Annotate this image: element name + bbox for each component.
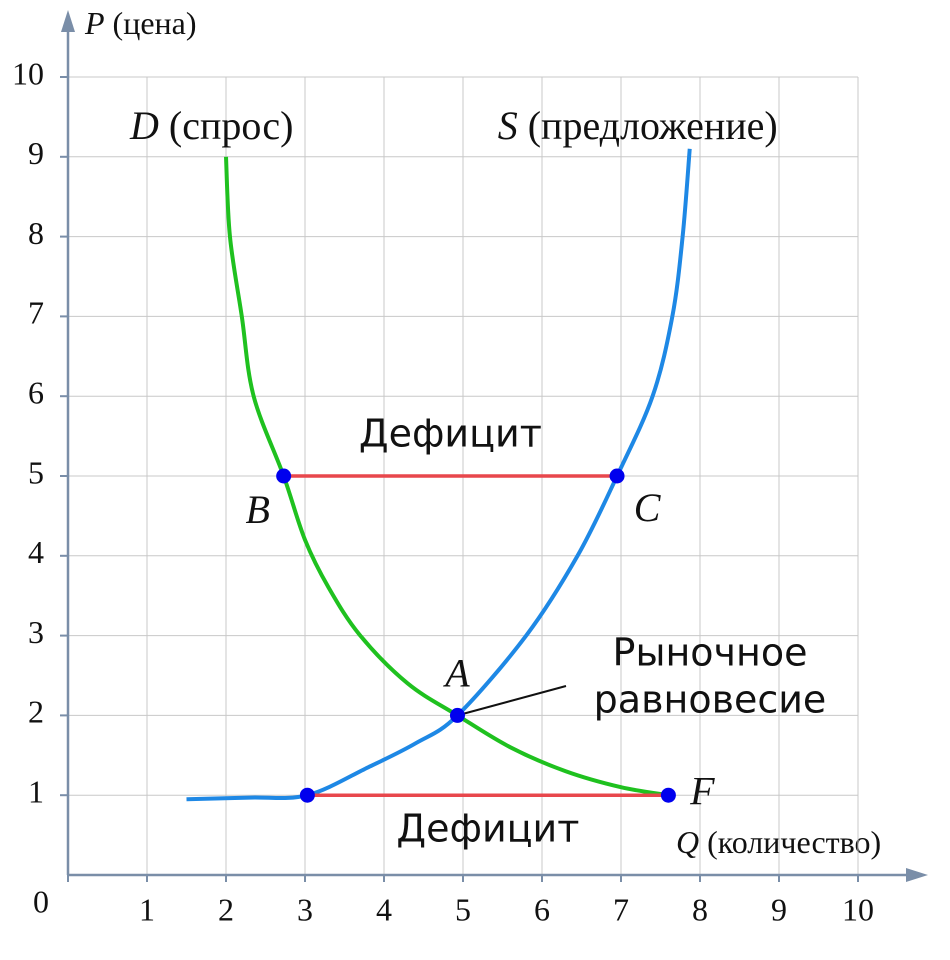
y-tick-label: 3 <box>28 614 44 650</box>
x-tick-label: 2 <box>218 891 234 927</box>
x-tick-label: 5 <box>455 891 471 927</box>
x-tick-label: 10 <box>842 891 874 927</box>
y-tick-label: 10 <box>12 55 44 91</box>
curve-name: D <box>129 103 159 148</box>
point-label: C <box>634 485 662 530</box>
y-tick-label: 8 <box>28 215 44 251</box>
curve-name: S <box>498 103 518 148</box>
x-tick-label: 4 <box>376 891 392 927</box>
y-tick-label: 1 <box>28 774 44 810</box>
curve <box>186 148 692 802</box>
curve-description: (спрос) <box>169 103 294 148</box>
x-axis-text: (количество) <box>707 824 881 860</box>
point <box>276 468 292 484</box>
y-axis-text: (цена) <box>113 5 197 41</box>
x-axis-label: Q (количество) <box>676 824 881 860</box>
annotation-pointer <box>457 685 567 717</box>
x-axis-symbol: Q <box>676 824 699 860</box>
x-tick-label: 7 <box>613 891 629 927</box>
point <box>609 468 625 484</box>
point-label: F <box>689 768 715 813</box>
curve <box>224 156 669 798</box>
curve-label: S (предложение) <box>498 103 778 148</box>
annotation-text: равновесие <box>594 678 827 722</box>
y-tick-label: 7 <box>28 295 44 331</box>
x-axis-arrow <box>906 868 928 882</box>
y-axis-symbol: P <box>84 5 105 41</box>
curve-label: D (спрос) <box>129 103 293 148</box>
y-tick-label: 4 <box>28 534 44 570</box>
curve-description: (предложение) <box>528 103 778 148</box>
y-tick-label: 9 <box>28 135 44 171</box>
annotation-text: Рыночное <box>613 631 808 675</box>
x-tick-label: 8 <box>692 891 708 927</box>
point-label: B <box>245 487 269 532</box>
y-tick-label: 2 <box>28 694 44 730</box>
x-tick-label: 3 <box>297 891 313 927</box>
deficit-label: Дефицит <box>359 412 542 456</box>
y-axis-label: P (цена) <box>84 5 197 41</box>
x-tick-label: 9 <box>771 891 787 927</box>
point <box>660 787 676 803</box>
point-label: A <box>442 651 470 696</box>
x-tick-label: 6 <box>534 891 550 927</box>
y-tick-label: 6 <box>28 375 44 411</box>
y-axis-arrow <box>61 10 75 32</box>
x-tick-label: 0 <box>33 883 49 919</box>
x-tick-label: 1 <box>139 891 155 927</box>
point <box>449 707 465 723</box>
y-tick-label: 5 <box>28 454 44 490</box>
point <box>299 787 315 803</box>
deficit-label: Дефицит <box>396 807 579 851</box>
